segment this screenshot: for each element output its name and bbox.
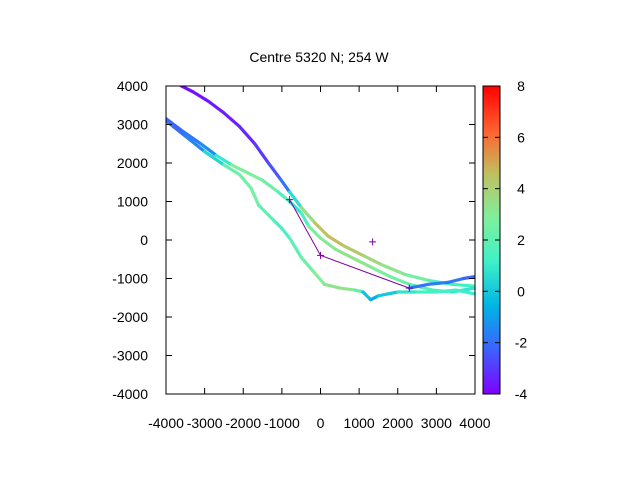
series-3 <box>166 119 475 302</box>
chart-title: Centre 5320 N; 254 W <box>249 49 389 65</box>
colorbar-ticks: 8 6 4 2 0 -2 -4 <box>483 78 527 402</box>
y-tick-label: -2000 <box>112 309 148 325</box>
series-2-segment <box>299 211 311 229</box>
x-tick-label: 1000 <box>344 415 375 431</box>
series-1-segment <box>288 190 303 209</box>
series-2-segment <box>353 257 377 271</box>
colorbar-tick-label: -2 <box>515 335 528 351</box>
series-2-segment <box>179 128 203 146</box>
series-1-segment <box>253 142 270 165</box>
x-tick-label: 0 <box>317 415 325 431</box>
series-1-segment <box>380 263 408 277</box>
x-tick-label: 3000 <box>421 415 452 431</box>
series-2-segment <box>261 178 280 194</box>
series-3-segment <box>166 119 187 138</box>
track <box>286 196 413 292</box>
series-2 <box>166 117 475 294</box>
colorbar-tick-label: 8 <box>517 78 525 94</box>
series-1-segment <box>179 86 195 94</box>
series-2-segment <box>214 153 234 167</box>
series-1-segment <box>191 90 211 104</box>
y-tick-label: -1000 <box>112 271 148 287</box>
series-3-segment <box>338 286 357 292</box>
series-3-segment <box>322 282 342 290</box>
series-3-segment <box>183 134 207 154</box>
track-point-marker <box>317 251 324 259</box>
x-tick-label: -2000 <box>225 415 261 431</box>
series-2-segment <box>318 236 338 252</box>
x-tick-label: 4000 <box>459 415 490 431</box>
series-3-segment <box>299 255 315 273</box>
series-3-segment <box>361 290 373 302</box>
plot-series <box>166 86 475 302</box>
y-tick-label: -4000 <box>112 386 148 402</box>
y-tick-label: 3000 <box>117 117 148 133</box>
series-4-segment <box>461 275 475 281</box>
x-tick-label: -3000 <box>187 415 223 431</box>
series-3-segment <box>222 163 241 177</box>
x-axis-ticks: -4000 -3000 -2000 -1000 0 1000 2000 3000 4000 <box>148 86 491 431</box>
series-2-segment <box>230 163 249 175</box>
series-3-segment <box>434 288 458 294</box>
x-tick-label: -4000 <box>148 415 184 431</box>
series-1-segment <box>222 111 241 129</box>
plot-area <box>165 85 476 395</box>
series-4-segment <box>427 280 450 286</box>
series-3-segment <box>454 288 475 296</box>
series-1-segment <box>326 234 346 248</box>
colorbar-tick-label: 0 <box>517 283 525 299</box>
colorbar-tick-label: -4 <box>515 386 528 402</box>
y-tick-label: 2000 <box>117 155 148 171</box>
series-1-segment <box>403 273 431 282</box>
y-axis-ticks: 4000 3000 2000 1000 0 -1000 -2000 -3000 -4000 <box>112 78 475 402</box>
series-4-segment <box>446 276 465 284</box>
series-3-segment <box>249 186 261 207</box>
series-1-segment <box>266 161 282 180</box>
colorbar-tick-label: 2 <box>517 232 525 248</box>
track-point-marker <box>405 284 413 292</box>
series-1-segment <box>361 253 384 267</box>
x-tick-label: 2000 <box>382 415 413 431</box>
colorbar-tick-label: 4 <box>517 181 525 197</box>
series-2-segment <box>245 171 265 182</box>
series-3-segment <box>237 172 253 190</box>
y-tick-label: 4000 <box>117 78 148 94</box>
series-3-segment <box>280 226 292 240</box>
track-point-marker <box>286 196 294 204</box>
series-2-segment <box>166 117 183 132</box>
series-3-segment <box>257 203 276 223</box>
y-tick-label: 1000 <box>117 194 148 210</box>
series-1-segment <box>206 99 226 115</box>
y-tick-label: 0 <box>140 232 148 248</box>
series-3-segment <box>311 269 326 286</box>
colorbar-tick-label: 6 <box>517 129 525 145</box>
track-point-marker <box>369 238 377 246</box>
series-3-segment <box>288 236 303 259</box>
series-1-segment <box>450 282 475 288</box>
series-2-segment <box>388 275 411 286</box>
series-4-segment <box>407 282 431 290</box>
series-1-segment <box>299 205 317 225</box>
series-3-segment <box>376 290 400 298</box>
x-tick-label: -1000 <box>264 415 300 431</box>
series-1-segment <box>342 244 365 257</box>
series-2-segment <box>373 267 392 279</box>
series-3-segment <box>203 149 226 167</box>
series-1 <box>179 86 475 288</box>
series-1-segment <box>313 221 330 238</box>
series-2-segment <box>307 224 323 240</box>
y-tick-label: -3000 <box>112 348 148 364</box>
series-2-segment <box>334 248 357 261</box>
series-2-segment <box>199 142 218 157</box>
series-4 <box>407 275 475 290</box>
series-1-segment <box>237 124 257 146</box>
colorbar: 8 6 4 2 0 -2 -4 <box>482 78 527 402</box>
series-3-segment <box>272 219 284 231</box>
series-1-segment <box>278 176 292 194</box>
